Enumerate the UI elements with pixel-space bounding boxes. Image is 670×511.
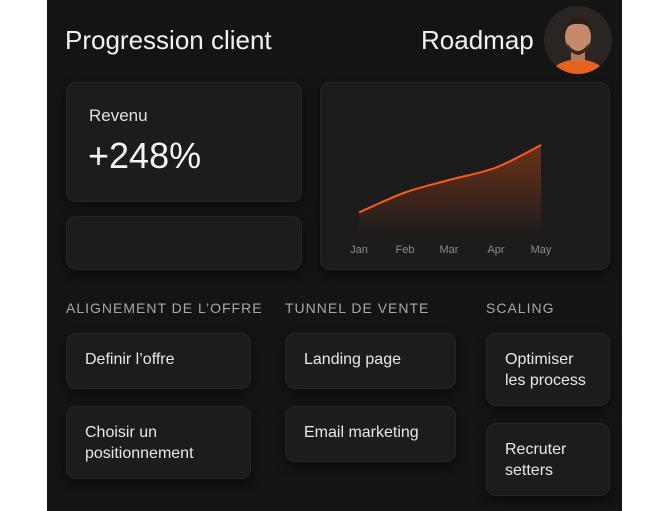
area (359, 145, 541, 235)
card-text: Definir l’offre (85, 351, 175, 368)
avatar[interactable] (543, 5, 613, 77)
roadmap-card[interactable]: Definir l’offre (66, 333, 251, 389)
page-title: Progression client (65, 25, 272, 55)
revenue-label: Revenu (89, 106, 148, 125)
card-text: Landing page (304, 351, 401, 368)
x-tick-label: Apr (487, 244, 504, 256)
roadmap-card[interactable]: Optimiser les process (486, 333, 610, 406)
card-text: Choisir un (85, 424, 158, 441)
roadmap-title: Roadmap (421, 25, 534, 55)
roadmap-card[interactable]: Choisir un positionnement (66, 406, 251, 479)
line (358, 144, 542, 214)
chart: Jan Feb Mar Apr May (350, 144, 552, 256)
x-tick-label: Mar (440, 244, 459, 256)
card-text: Recruter (505, 441, 567, 458)
x-tick-label: May (531, 244, 552, 256)
card-text: positionnement (85, 445, 194, 462)
card-text: les process (505, 372, 586, 389)
roadmap-card[interactable]: Email marketing (285, 406, 456, 462)
x-tick-label: Feb (396, 244, 415, 256)
card-text: setters (505, 462, 554, 479)
card-text: Optimiser (505, 351, 574, 368)
column-title: SCALING (486, 300, 555, 316)
column-title: ALIGNEMENT DE L’OFFRE (66, 300, 263, 316)
revenue-value: +248% (88, 135, 202, 176)
x-tick-label: Jan (350, 244, 368, 256)
roadmap-card[interactable]: Landing page (285, 333, 456, 389)
revenue-card: Revenu +248% (66, 82, 302, 202)
empty-card (66, 216, 302, 270)
column-title: TUNNEL DE VENTE (285, 300, 430, 316)
roadmap-card[interactable]: Recruter setters (486, 423, 610, 496)
card-text: Email marketing (304, 424, 419, 441)
